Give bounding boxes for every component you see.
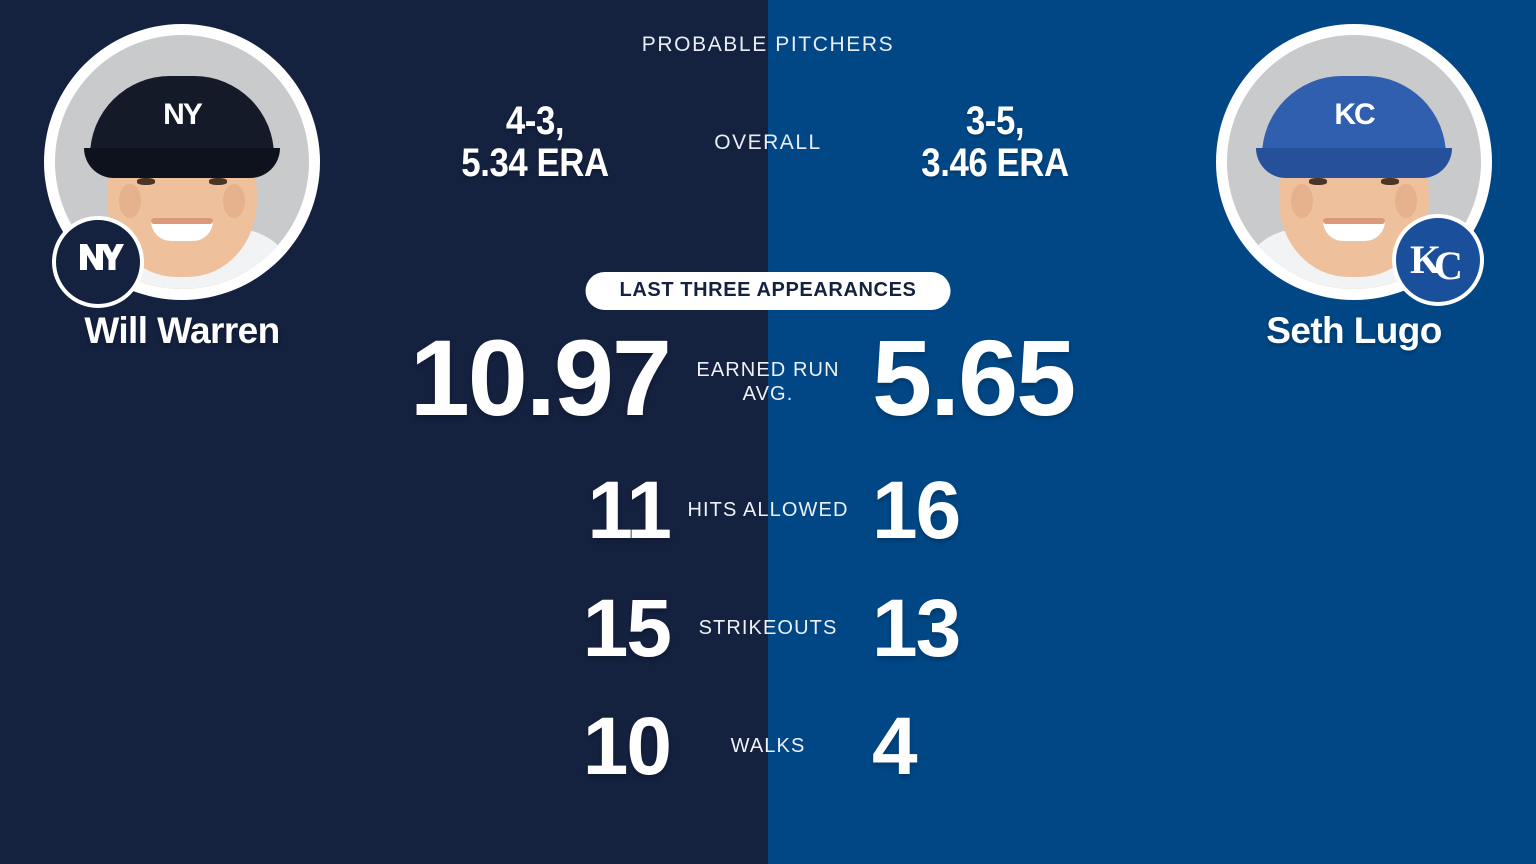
cap-ny-logo-icon: NY: [163, 97, 203, 131]
stat-value-left-strikeouts: 15: [582, 583, 672, 674]
player-right-photo-wrap: KC K C: [1216, 24, 1492, 306]
cap-kc-logo-icon: KC: [1334, 97, 1375, 131]
page-title: PROBABLE PITCHERS: [641, 33, 895, 56]
stat-label-line1: EARNED RUN: [696, 359, 840, 381]
stat-value-left-hits-allowed: 11: [587, 465, 672, 556]
stat-row-earned-run-avg: 10.97 EARNED RUN AVG. 5.65: [0, 324, 1536, 462]
overall-record-right-line2: 3.46 ERA: [921, 141, 1069, 185]
stat-row-strikeouts: 15 STRIKEOUTS 13: [0, 580, 1536, 698]
stat-row-walks: 10 WALKS 4: [0, 698, 1536, 816]
yankees-ny-logo-icon: [80, 244, 124, 270]
stat-label-hits-allowed: HITS ALLOWED: [687, 499, 849, 521]
stat-label-line2: AVG.: [742, 383, 794, 406]
player-left-cap: NY: [84, 75, 280, 178]
stat-label-earned-run-avg: EARNED RUN AVG.: [0, 358, 1536, 407]
player-card-right: KC K C Seth Lugo: [1216, 0, 1492, 352]
overall-record-left-line1: 4-3,: [505, 99, 565, 143]
team-logo-badge-right: K C: [1392, 214, 1484, 306]
stat-value-left-walks: 10: [582, 701, 672, 792]
overall-record-left-line2: 5.34 ERA: [461, 141, 609, 185]
stat-value-right-era: 5.65: [872, 317, 1076, 438]
player-left-name: Will Warren: [84, 310, 280, 351]
overall-record-right: 3-5, 3.46 ERA: [873, 100, 1117, 184]
player-right-photo-bg: KC: [1227, 35, 1481, 289]
team-logo-badge-left: [52, 216, 144, 308]
player-left-photo-wrap: NY: [44, 24, 320, 308]
player-card-left: NY Will Warren: [44, 0, 320, 352]
svg-text:C: C: [1434, 243, 1463, 287]
overall-record-left: 4-3, 5.34 ERA: [413, 100, 657, 184]
svg-text:K: K: [1410, 237, 1441, 282]
stats-table: 10.97 EARNED RUN AVG. 5.65 11 HITS ALLOW…: [0, 324, 1536, 816]
section-pill-last-three-appearances: LAST THREE APPEARANCES: [585, 272, 951, 310]
stat-row-hits-allowed: 11 HITS ALLOWED 16: [0, 462, 1536, 580]
overall-label: OVERALL: [714, 131, 822, 154]
stat-value-right-hits-allowed: 16: [872, 465, 961, 556]
stat-value-right-strikeouts: 13: [872, 583, 961, 674]
royals-kc-logo-icon: K C: [1410, 237, 1463, 287]
stat-value-left-era: 10.97: [409, 317, 672, 438]
stat-label-strikeouts: STRIKEOUTS: [698, 617, 838, 639]
stat-label-walks: WALKS: [730, 735, 806, 757]
player-right-name: Seth Lugo: [1266, 310, 1442, 351]
stat-value-right-walks: 4: [872, 701, 918, 792]
overall-record-right-line1: 3-5,: [965, 99, 1025, 143]
